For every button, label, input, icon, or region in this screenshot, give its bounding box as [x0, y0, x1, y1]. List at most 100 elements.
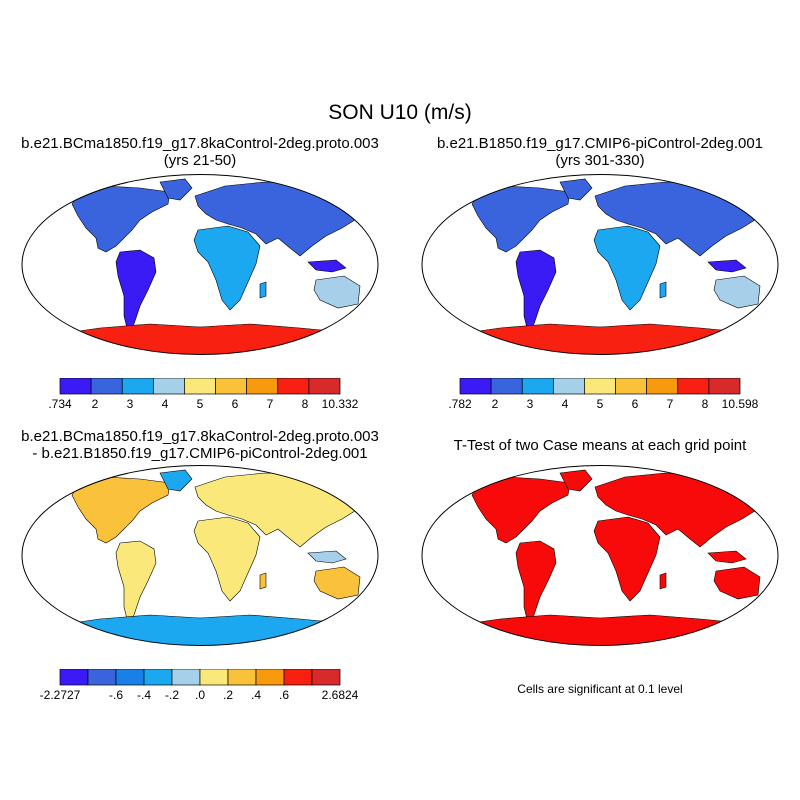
colorbar-tick-label: .0	[195, 688, 205, 702]
land-madagascar	[659, 572, 667, 590]
colorbar-tick-label: .734	[48, 397, 72, 411]
panel3-colorbar: -2.2727 -.6 -.4 -.2 .0 .2 .4 .6 2.6824	[40, 669, 359, 702]
colorbar-swatch	[121, 378, 154, 395]
land-africa	[593, 225, 661, 311]
land-africa	[193, 225, 261, 311]
map-border	[421, 465, 779, 646]
panel1-colorbar: .734 2 3 4 5 6 7 8 10.332	[48, 378, 359, 411]
colorbar-tick-label: 3	[527, 397, 534, 411]
colorbar-swatch	[59, 669, 89, 686]
land-south-america	[515, 540, 557, 624]
land-madagascar	[259, 281, 267, 299]
colorbar-tick-label: .2	[223, 688, 233, 702]
colorbar-tick-label: -.6	[109, 688, 123, 702]
colorbar-swatch	[227, 669, 257, 686]
land-madagascar	[659, 281, 667, 299]
land-antarctica	[49, 614, 359, 646]
colorbar-tick-label: 7	[667, 397, 674, 411]
colorbar-swatch	[552, 378, 585, 395]
land-greenland	[559, 178, 593, 201]
colorbar-swatch	[615, 378, 648, 395]
colorbar-tick-label: -2.2727	[40, 688, 81, 702]
land-antarctica	[449, 614, 759, 646]
colorbar-tick-label: 10.598	[722, 397, 759, 411]
colorbar-swatch	[115, 669, 145, 686]
colorbar-swatch	[87, 669, 117, 686]
colorbar-tick-label: -.4	[137, 688, 151, 702]
land-greenland	[159, 178, 193, 201]
land-greenland	[159, 469, 193, 492]
land-indonesia	[307, 550, 347, 564]
colorbar-swatch	[59, 378, 92, 395]
colorbar-tick-label: 5	[597, 397, 604, 411]
panel4-map	[421, 465, 779, 646]
significance-note: Cells are significant at 0.1 level	[517, 682, 683, 696]
colorbar-swatch	[584, 378, 616, 395]
colorbar-swatch	[152, 378, 185, 395]
colorbar-swatch	[308, 378, 341, 395]
panel2-title-line1: b.e21.B1850.f19_g17.CMIP6-piControl-2deg…	[436, 135, 764, 152]
colorbar-tick-label: 4	[162, 397, 169, 411]
colorbar-swatch	[708, 378, 741, 395]
panel2-title: b.e21.B1850.f19_g17.CMIP6-piControl-2deg…	[400, 135, 800, 169]
colorbar-swatch	[246, 378, 279, 395]
colorbar-swatch	[646, 378, 679, 395]
land-indonesia	[307, 259, 347, 273]
land-north-america	[71, 185, 171, 253]
panel1-title-line2: (yrs 21-50)	[163, 152, 237, 169]
colorbar-tick-label: -.2	[165, 688, 179, 702]
colorbar-tick-label: 2.6824	[322, 688, 359, 702]
map-border	[421, 174, 779, 355]
land-south-america	[115, 540, 157, 624]
panel4-title: T-Test of two Case means at each grid po…	[453, 437, 747, 454]
land-indonesia	[707, 550, 747, 564]
land-north-america	[471, 185, 571, 253]
colorbar-swatch	[459, 378, 492, 395]
colorbar-swatch	[490, 378, 523, 395]
colorbar-tick-label: .4	[251, 688, 261, 702]
land-madagascar	[259, 572, 267, 590]
panel2-map	[421, 174, 779, 355]
land-indonesia	[707, 259, 747, 273]
colorbar-swatch	[277, 378, 310, 395]
figure-title: SON U10 (m/s)	[328, 101, 472, 124]
colorbar-tick-label: 8	[702, 397, 709, 411]
land-australia	[313, 566, 361, 600]
land-australia	[713, 275, 761, 309]
colorbar-tick-label: .782	[448, 397, 472, 411]
colorbar-tick-label: 7	[267, 397, 274, 411]
colorbar-tick-label: 10.332	[322, 397, 359, 411]
colorbar-tick-label: .6	[279, 688, 289, 702]
colorbar-swatch	[171, 669, 201, 686]
colorbar-tick-label: 8	[302, 397, 309, 411]
panel1-title: b.e21.BCma1850.f19_g17.8kaControl-2deg.p…	[0, 135, 400, 169]
colorbar-tick-label: 3	[127, 397, 134, 411]
colorbar-tick-label: 5	[197, 397, 204, 411]
land-south-america	[115, 249, 157, 333]
colorbar-swatch	[143, 669, 173, 686]
colorbar-swatch	[255, 669, 285, 686]
panel3-title-line2: - b.e21.B1850.f19_g17.CMIP6-piControl-2d…	[32, 445, 368, 462]
panel2-title-line2: (yrs 301-330)	[555, 152, 645, 169]
colorbar-tick-label: 2	[92, 397, 99, 411]
land-greenland	[559, 469, 593, 492]
colorbar-tick-label: 6	[232, 397, 239, 411]
map-border	[21, 174, 379, 355]
panel3-title-line1: b.e21.BCma1850.f19_g17.8kaControl-2deg.p…	[21, 428, 379, 445]
panel2-colorbar: .782 2 3 4 5 6 7 8 10.598	[448, 378, 759, 411]
colorbar-swatch	[215, 378, 248, 395]
land-australia	[713, 566, 761, 600]
panel3-title: b.e21.BCma1850.f19_g17.8kaControl-2deg.p…	[0, 428, 400, 462]
colorbar-swatch	[677, 378, 710, 395]
panel1-title-line1: b.e21.BCma1850.f19_g17.8kaControl-2deg.p…	[21, 135, 379, 152]
land-north-america	[471, 476, 571, 544]
panel1-map	[21, 174, 379, 355]
panel3-map	[21, 465, 379, 646]
colorbar-tick-label: 2	[492, 397, 499, 411]
land-antarctica	[449, 323, 759, 355]
colorbar-tick-label: 4	[562, 397, 569, 411]
land-north-america	[71, 476, 171, 544]
land-africa	[193, 516, 261, 602]
land-south-america	[515, 249, 557, 333]
colorbar-swatch	[199, 669, 229, 686]
